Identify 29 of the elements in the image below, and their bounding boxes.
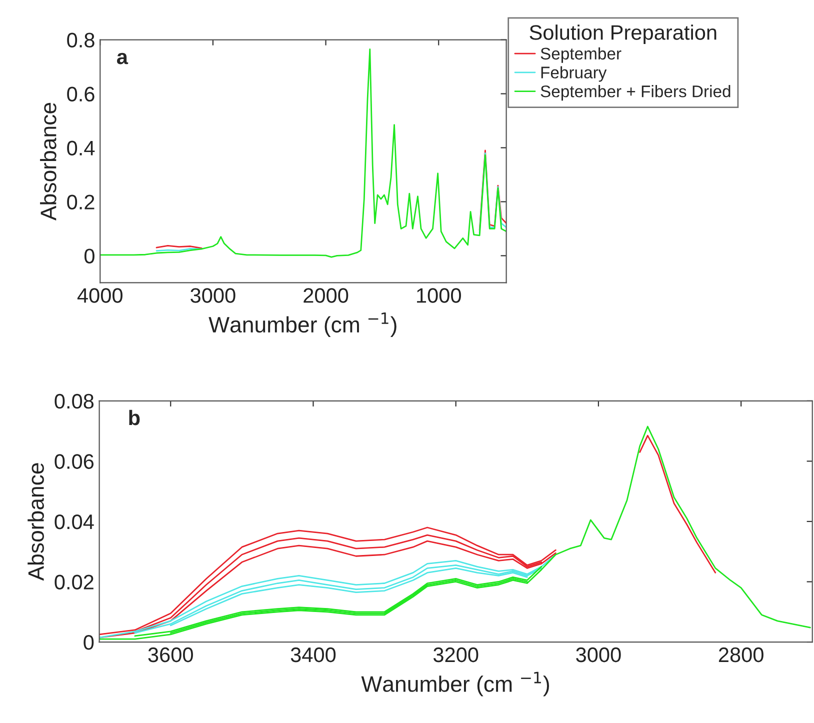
- annotation: a: [116, 52, 128, 64]
- x-tick-label: 2000: [304, 288, 348, 303]
- x-tick-label: 3400: [290, 647, 336, 662]
- x-axis-title: Wanumber (cm $^{−1}$): [361, 672, 549, 696]
- legend-label: September: [540, 47, 622, 63]
- y-tick-label: 0.02: [54, 574, 94, 590]
- annotation: b: [129, 410, 140, 426]
- y-axis-title: Absorbance: [28, 463, 44, 581]
- x-tick-label: 2800: [718, 647, 764, 662]
- x-tick-label: 3200: [433, 647, 478, 662]
- y-tick-label: 0: [84, 635, 94, 650]
- y-tick-label: 0.4: [67, 140, 95, 156]
- y-axis-title: Absorbance: [40, 102, 56, 220]
- y-tick-label: 0.08: [54, 394, 94, 409]
- legend-label: February: [541, 66, 607, 82]
- x-axis-title: Wanumber (cm $^{−1}$): [208, 312, 396, 337]
- x-tick-label: 4000: [77, 288, 122, 303]
- y-tick-label: 0.06: [54, 454, 94, 469]
- x-tick-label: 3600: [148, 647, 193, 662]
- y-tick-label: 0: [84, 248, 94, 264]
- y-tick-label: 0.04: [54, 514, 94, 530]
- legend-title: Solution Preparation: [530, 24, 716, 44]
- legend-label: September + Fibers Dried: [540, 85, 730, 101]
- y-tick-label: 0.8: [67, 32, 94, 48]
- y-tick-label: 0.6: [67, 86, 94, 102]
- x-tick-label: 3000: [576, 647, 621, 662]
- x-tick-label: 3000: [190, 288, 236, 303]
- x-tick-label: 1000: [417, 288, 461, 303]
- y-tick-label: 0.2: [67, 194, 94, 210]
